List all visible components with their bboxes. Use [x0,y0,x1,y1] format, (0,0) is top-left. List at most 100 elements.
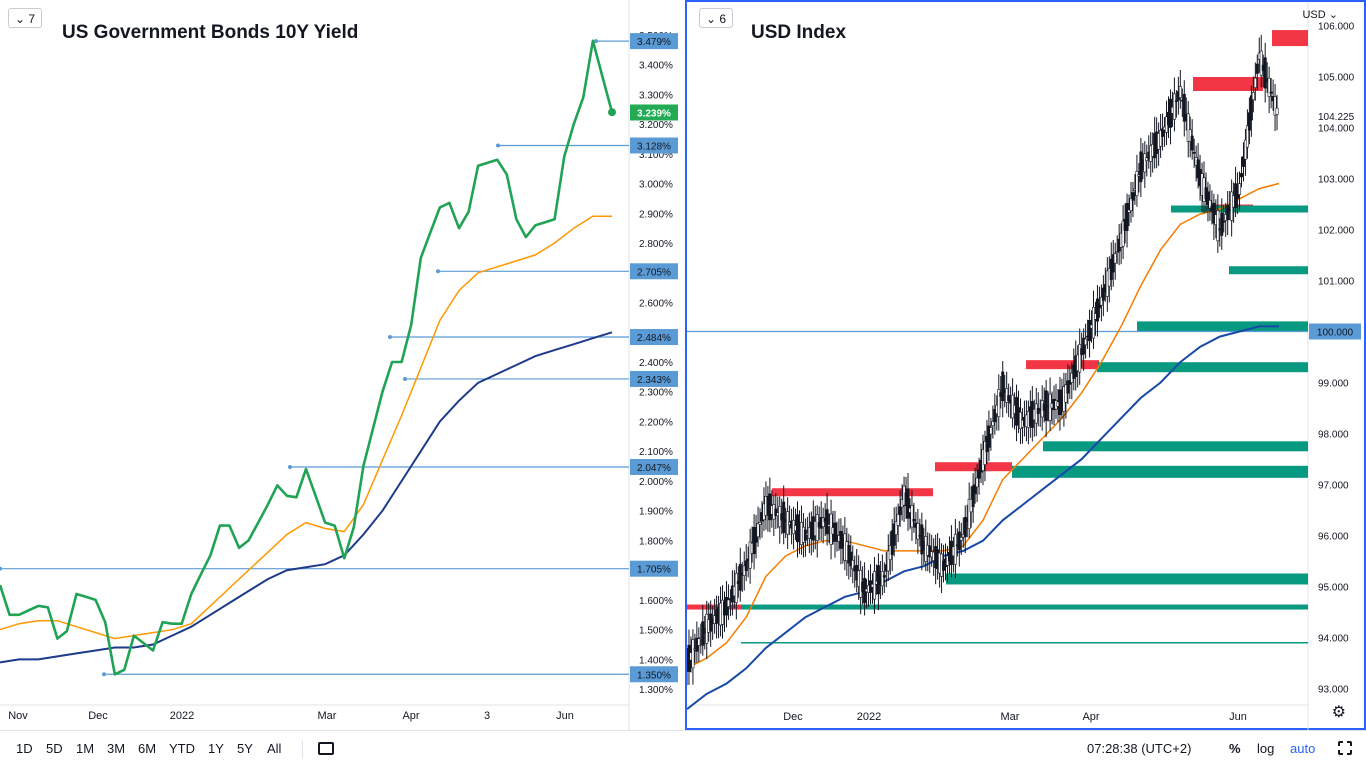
candle-body [833,522,837,542]
candle-body [1135,171,1139,197]
range-1d-button[interactable]: 1D [16,741,33,756]
y-tick-label: 2.800% [639,239,673,250]
y-tick-label: 2.200% [639,417,673,428]
right-collapse-button[interactable]: ⌄ 6 [699,8,734,28]
candle-body [1245,125,1249,148]
compare-icon[interactable] [318,742,334,755]
y-tick-label: 1.600% [639,596,673,607]
level-label-bg [630,137,678,154]
candle-body [959,537,963,541]
y-tick-label: 1.800% [639,536,673,547]
candle-body [977,469,981,479]
range-1m-button[interactable]: 1M [76,741,95,756]
candle-body [1238,183,1242,195]
left-collapse-button[interactable]: ⌄ 7 [8,8,43,28]
y-tick-label: 106.000 [1318,21,1355,32]
range-ytd-button[interactable]: YTD [169,741,195,756]
range-all-button[interactable]: All [267,741,282,756]
right-chart-title: USD Index [751,22,847,43]
candle-body [989,427,993,435]
y-tick-label: 104.000 [1318,123,1355,134]
candle-body [898,506,902,516]
percent-toggle[interactable]: % [1229,741,1241,756]
resistance-zone [1272,30,1308,47]
candle-body [963,516,967,538]
candle-body [993,409,997,423]
current-label-bg [630,104,678,121]
current-value-dot [608,108,616,117]
candle-body [1240,173,1244,178]
support-zone [1043,441,1308,452]
candle-body [1007,395,1011,402]
candle-body [1192,152,1196,154]
candle-body [774,508,778,517]
candle-body [967,498,971,530]
level-label-bg [630,263,678,280]
candle-body [957,531,961,551]
candle-body [691,639,695,669]
fullscreen-icon[interactable] [1337,740,1353,756]
candle-body [880,571,884,587]
range-1y-button[interactable]: 1Y [208,741,224,756]
x-tick-label: 2022 [170,710,194,722]
level-label-bg [630,666,678,683]
candle-body [1125,202,1129,231]
candle-body [748,541,752,569]
left-chart-title: US Government Bonds 10Y Yield [62,22,359,43]
candle-body [1084,338,1088,346]
y-tick-label: 101.000 [1318,276,1355,287]
level-label: 100.000 [1317,327,1354,338]
y-tick-label: 1.400% [639,655,673,666]
candle-body [1255,63,1259,74]
right-pane-number: 6 [719,12,727,26]
candle-body [987,425,991,448]
level-label-bg [630,370,678,387]
candle-body [849,551,853,567]
support-zone [1229,266,1308,275]
y-tick-label: 1.500% [639,626,673,637]
range-5y-button[interactable]: 5Y [237,741,253,756]
candle-body [851,560,855,570]
currency-menu[interactable]: USD ⌄ [1302,9,1338,21]
candle-body [1115,251,1119,253]
y-tick-label: 102.000 [1318,225,1355,236]
candle-body [1121,220,1125,247]
candle-body [1097,303,1101,309]
level-label: 2.047% [637,463,671,474]
level-label: 1.350% [637,670,671,681]
candle-body [782,501,786,534]
range-6m-button[interactable]: 6M [138,741,157,756]
y-tick-label: 95.000 [1318,583,1349,594]
x-tick-label: 3 [484,710,490,722]
candle-body [744,560,748,572]
range-3m-button[interactable]: 3M [107,741,126,756]
toolbar-divider [302,741,303,759]
log-toggle[interactable]: log [1257,741,1275,756]
resistance-zone [1193,76,1263,91]
candle-body [1131,192,1135,201]
right-chart-pane[interactable]: 106.000 105.000 104.000 103.000 102.000 101.0… [685,0,1366,732]
candle-body [825,509,829,535]
left-chart-pane[interactable]: ⌄ 7 US Government Bonds 10Y Yield 3.500%… [0,0,684,730]
level-label-bg [630,560,678,577]
resistance-zone [772,488,933,497]
candle-body [991,421,995,426]
gear-icon[interactable]: ⚙ [1331,704,1346,721]
clock-display: 07:28:38 (UTC+2) [1087,741,1192,756]
candle-body [1275,107,1279,115]
level-label: 2.484% [637,333,671,344]
candle-body [758,522,762,525]
y-tick-label: 2.100% [639,447,673,458]
candle-body [1243,139,1247,160]
auto-toggle[interactable]: auto [1290,741,1316,756]
candle-body [1095,298,1099,322]
level-label: 1.705% [637,565,671,576]
range-5d-button[interactable]: 5D [46,741,63,756]
candle-body [1222,220,1226,223]
candle-body [882,575,886,578]
level-anchor-dot [0,566,2,571]
x-tick-label: Dec [783,711,803,723]
candle-body [1190,135,1194,151]
support-zone [741,604,1308,610]
yield-line [0,39,614,676]
